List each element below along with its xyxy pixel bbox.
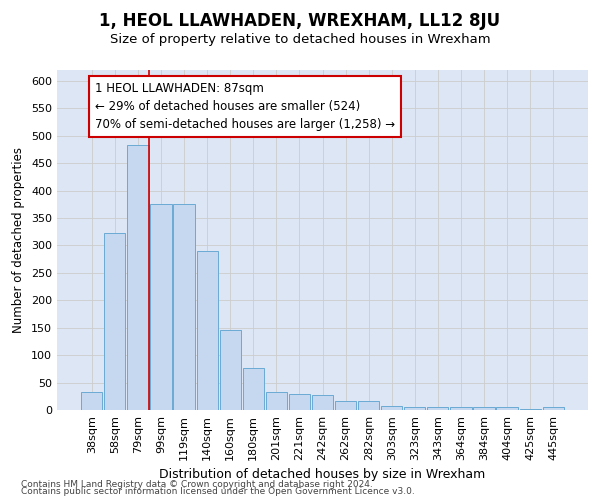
Bar: [220, 330, 241, 410]
Text: 1 HEOL LLAWHADEN: 87sqm
← 29% of detached houses are smaller (524)
70% of semi-d: 1 HEOL LLAWHADEN: 87sqm ← 29% of detache…: [95, 82, 395, 131]
Bar: [404, 408, 425, 410]
Text: 1, HEOL LLAWHADEN, WREXHAM, LL12 8JU: 1, HEOL LLAWHADEN, WREXHAM, LL12 8JU: [100, 12, 500, 30]
Bar: [81, 392, 103, 410]
Bar: [289, 394, 310, 410]
Bar: [266, 392, 287, 410]
Bar: [104, 234, 125, 410]
Text: Size of property relative to detached houses in Wrexham: Size of property relative to detached ho…: [110, 32, 490, 46]
X-axis label: Distribution of detached houses by size in Wrexham: Distribution of detached houses by size …: [160, 468, 485, 481]
Bar: [381, 406, 403, 410]
Text: Contains HM Land Registry data © Crown copyright and database right 2024.: Contains HM Land Registry data © Crown c…: [21, 480, 373, 489]
Text: Contains public sector information licensed under the Open Government Licence v3: Contains public sector information licen…: [21, 488, 415, 496]
Y-axis label: Number of detached properties: Number of detached properties: [13, 147, 25, 333]
Bar: [427, 408, 448, 410]
Bar: [473, 408, 494, 410]
Bar: [197, 251, 218, 410]
Bar: [358, 401, 379, 410]
Bar: [451, 408, 472, 410]
Bar: [127, 144, 149, 410]
Bar: [496, 408, 518, 410]
Bar: [242, 368, 264, 410]
Bar: [312, 394, 333, 410]
Bar: [151, 204, 172, 410]
Bar: [335, 401, 356, 410]
Bar: [542, 408, 564, 410]
Bar: [173, 204, 194, 410]
Bar: [520, 409, 541, 410]
